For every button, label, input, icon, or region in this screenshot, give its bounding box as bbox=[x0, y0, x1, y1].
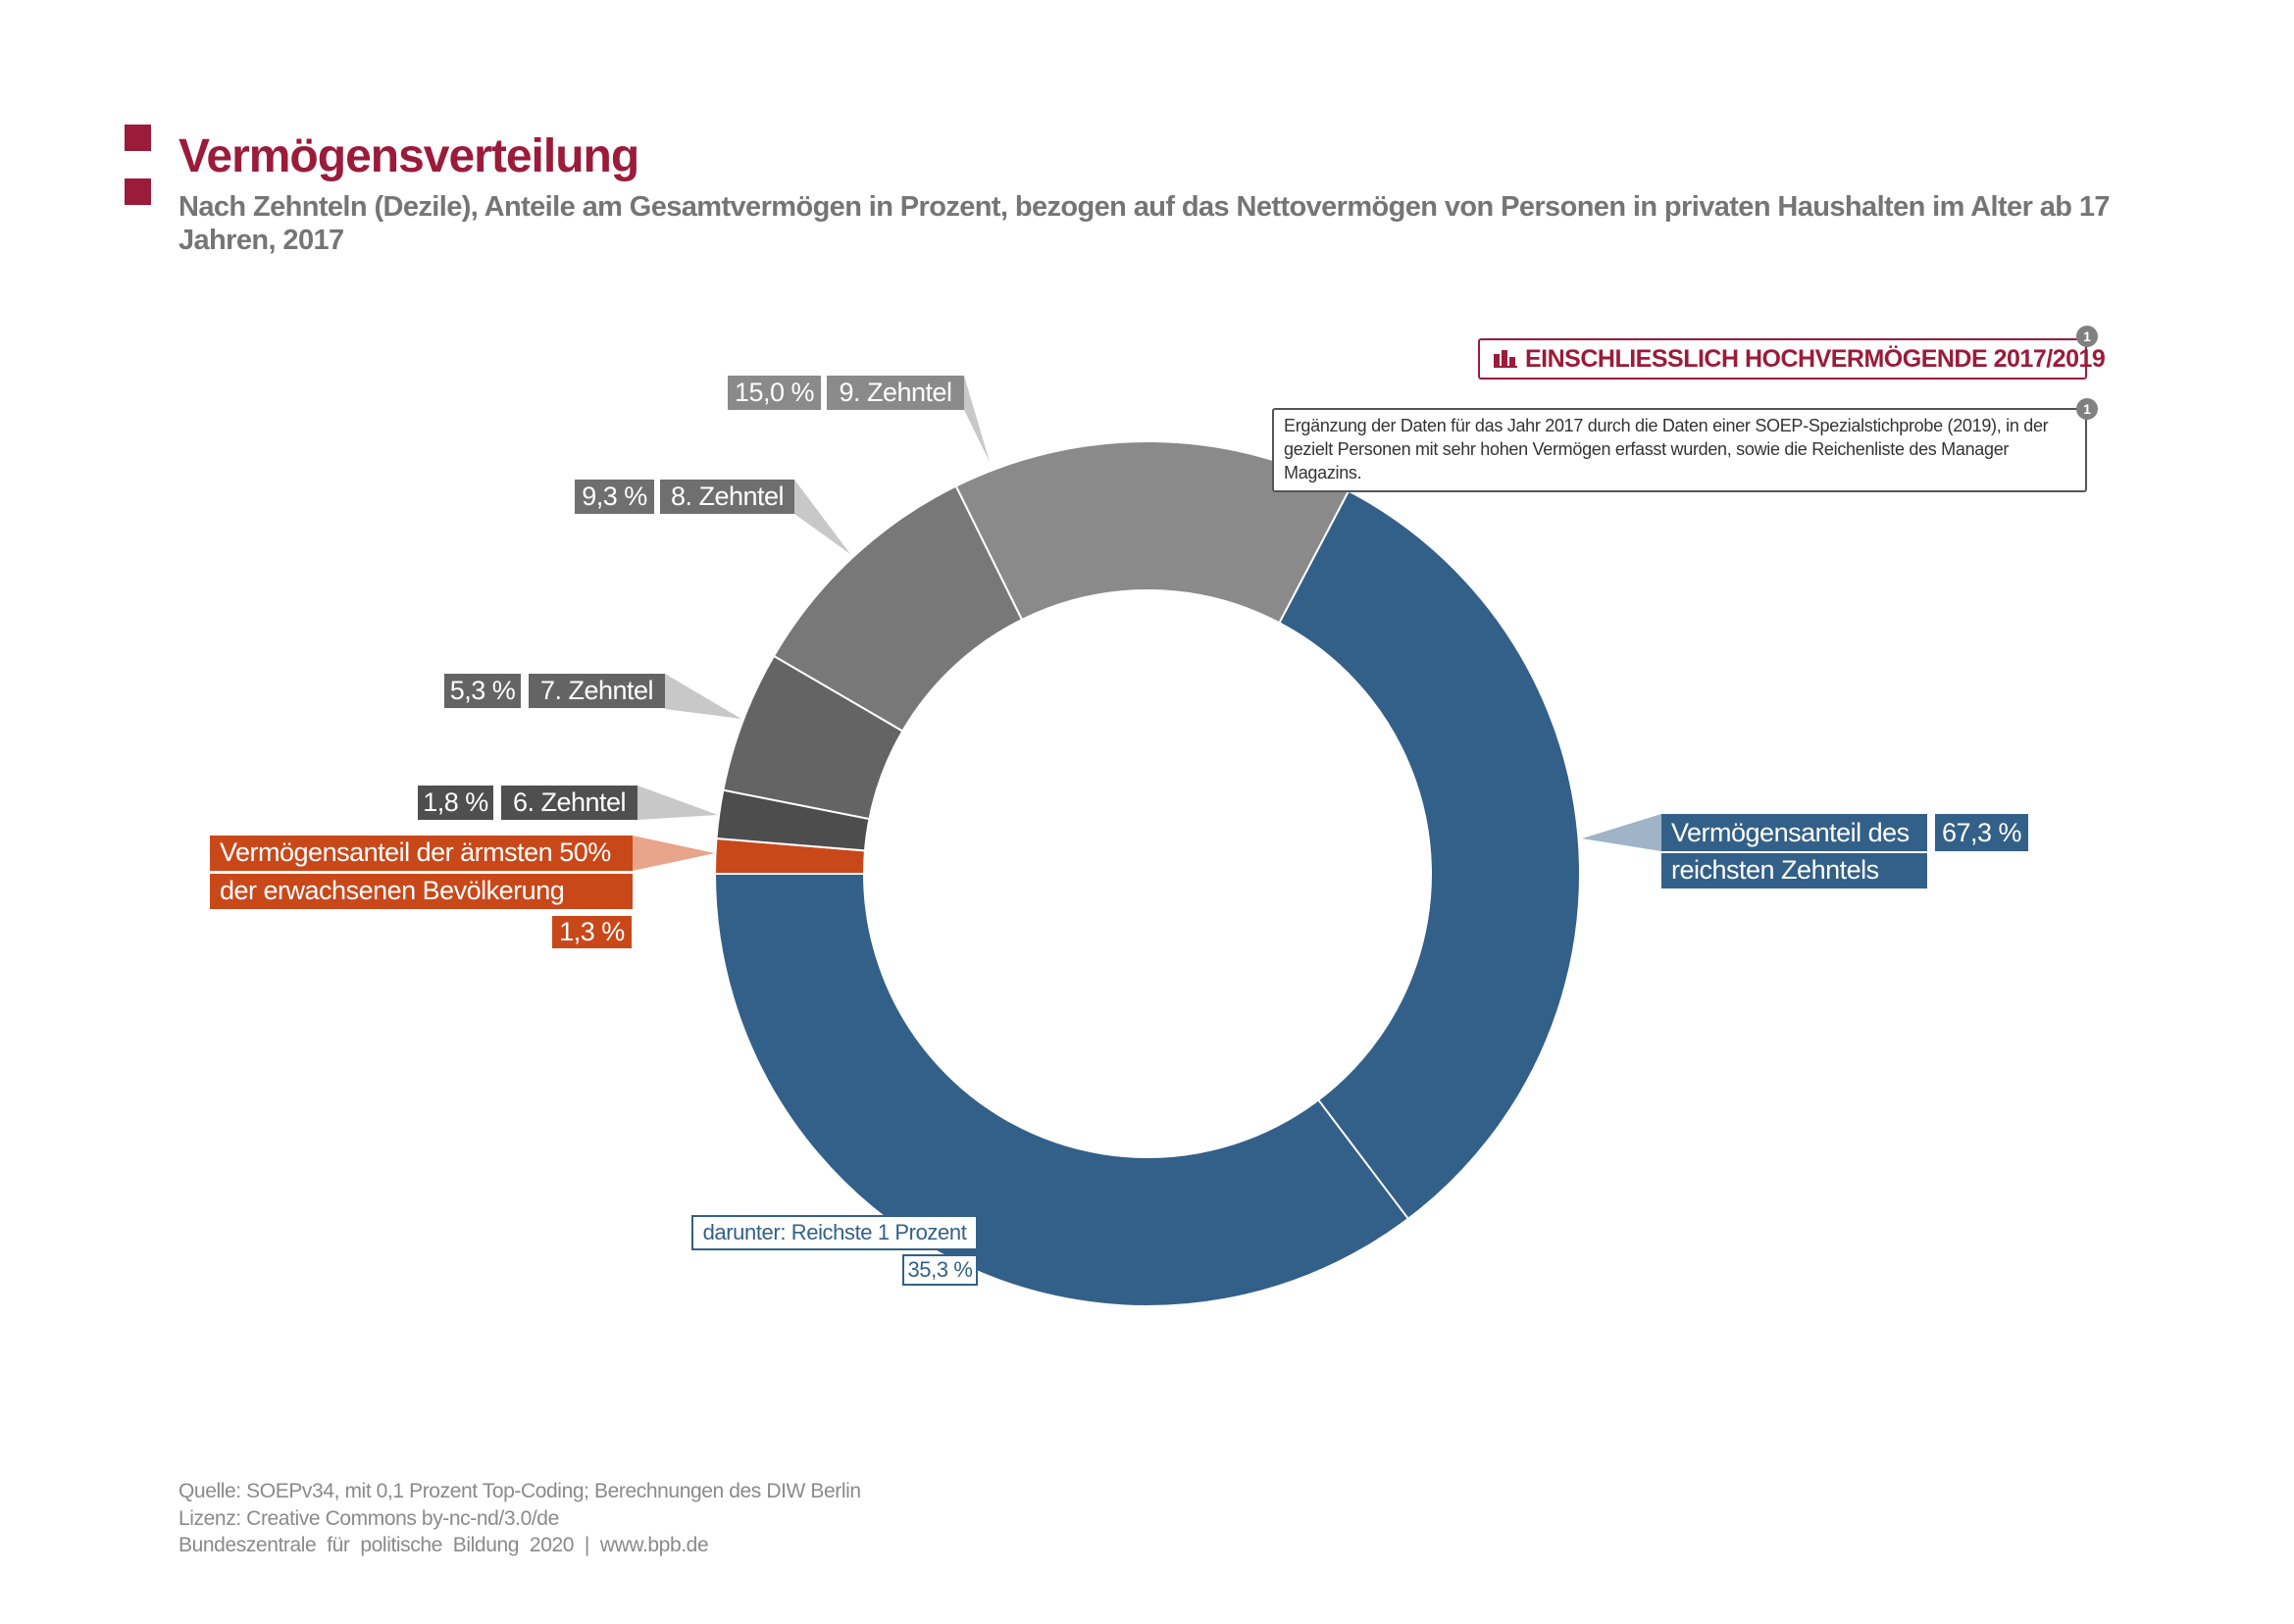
d9-name-label: 9. Zehntel bbox=[827, 376, 964, 410]
source-note: Quelle: SOEPv34, mit 0,1 Prozent Top-Cod… bbox=[178, 1480, 861, 1502]
footnote-marker: 1 bbox=[2076, 398, 2098, 420]
slice-d10 bbox=[713, 489, 1581, 1307]
d8-pointer bbox=[794, 480, 850, 554]
top1-value-label: 35,3 % bbox=[902, 1254, 978, 1286]
d6-value-label: 1,8 % bbox=[418, 786, 493, 820]
chart-title: Vermögensverteilung bbox=[178, 130, 639, 182]
poorest-label-line2: der erwachsenen Bevölkerung bbox=[210, 874, 633, 909]
title-marker bbox=[125, 125, 151, 151]
footnote-box: Ergänzung der Daten für das Jahr 2017 du… bbox=[1272, 408, 2087, 492]
richest-value-label: 67,3 % bbox=[1935, 814, 2028, 851]
badge-label: EINSCHLIESSLICH HOCHVERMÖGENDE 2017/2019 bbox=[1525, 345, 2106, 373]
chart-subtitle: Nach Zehnteln (Dezile), Anteile am Gesam… bbox=[178, 191, 2110, 256]
poorest-label-line1: Vermögensanteil der ärmsten 50% bbox=[210, 836, 633, 871]
license-note: Lizenz: Creative Commons by-nc-nd/3.0/de bbox=[178, 1507, 559, 1530]
top1-label: darunter: Reichste 1 Prozent bbox=[691, 1215, 978, 1250]
poorest-pointer bbox=[633, 836, 715, 871]
d7-value-label: 5,3 % bbox=[444, 674, 521, 708]
richest-label: Vermögensanteil des reichsten Zehntels bbox=[1661, 814, 1927, 888]
d8-value-label: 9,3 % bbox=[575, 480, 654, 514]
hochvermoegende-badge[interactable]: EINSCHLIESSLICH HOCHVERMÖGENDE 2017/2019 bbox=[1478, 338, 2106, 380]
top1-divider bbox=[1317, 1098, 1409, 1220]
publisher-note[interactable]: Bundeszentrale für politische Bildung 20… bbox=[178, 1534, 709, 1556]
poorest-value-label: 1,3 % bbox=[552, 916, 632, 948]
d8-name-label: 8. Zehntel bbox=[660, 480, 794, 514]
d9-pointer bbox=[964, 376, 990, 462]
richest-pointer bbox=[1582, 814, 1661, 851]
d7-pointer bbox=[665, 674, 741, 719]
d6-pointer bbox=[637, 786, 718, 820]
bar-chart-icon bbox=[1494, 350, 1517, 368]
d6-name-label: 6. Zehntel bbox=[501, 786, 637, 820]
title-marker bbox=[125, 178, 151, 205]
d7-name-label: 7. Zehntel bbox=[529, 674, 665, 708]
footnote-marker: 1 bbox=[2076, 326, 2098, 347]
d9-value-label: 15,0 % bbox=[728, 376, 821, 410]
